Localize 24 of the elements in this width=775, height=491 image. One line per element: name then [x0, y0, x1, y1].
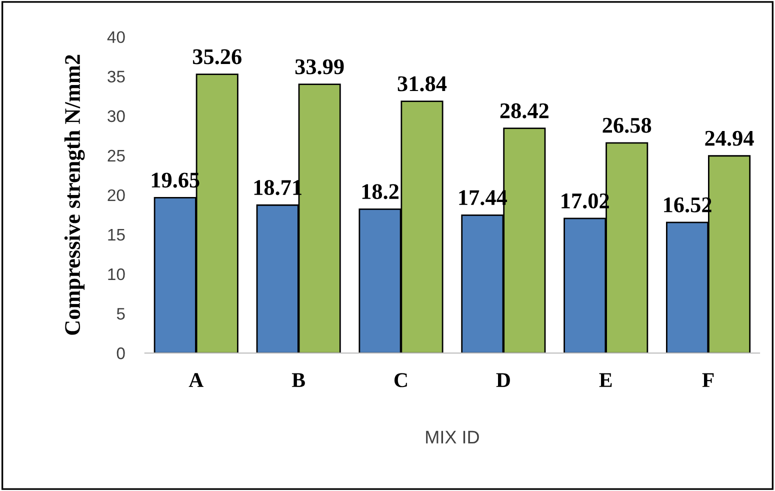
- y-tick-label: 20: [108, 189, 125, 202]
- x-tick-label: D: [496, 373, 510, 387]
- y-axis-title: Compressive strength N/mm2: [64, 54, 85, 335]
- y-tick-label: 30: [108, 110, 125, 122]
- data-label: 35.26: [192, 49, 242, 64]
- y-tick-label: 35: [108, 70, 125, 83]
- y-tick-label: 40: [107, 31, 125, 44]
- y-tick-label: 0: [116, 347, 125, 360]
- x-tick-label: A: [188, 373, 204, 387]
- data-label: 18.2: [362, 184, 398, 200]
- y-tick-label: 15: [108, 229, 125, 241]
- data-label: 26.58: [602, 118, 652, 133]
- data-label: 31.84: [398, 76, 447, 92]
- y-tick-label: 25: [108, 150, 125, 162]
- x-tick-label: F: [702, 373, 714, 387]
- data-label: 28.42: [500, 103, 548, 118]
- x-axis-title: MIX ID: [426, 430, 479, 444]
- x-tick-label: E: [599, 373, 612, 387]
- data-label: 24.94: [705, 130, 754, 146]
- x-tick-label: B: [292, 373, 305, 387]
- x-tick-label: C: [394, 373, 407, 388]
- y-tick-label: 10: [108, 268, 125, 280]
- y-tick-label: 5: [116, 308, 125, 320]
- data-label: 33.99: [295, 59, 344, 74]
